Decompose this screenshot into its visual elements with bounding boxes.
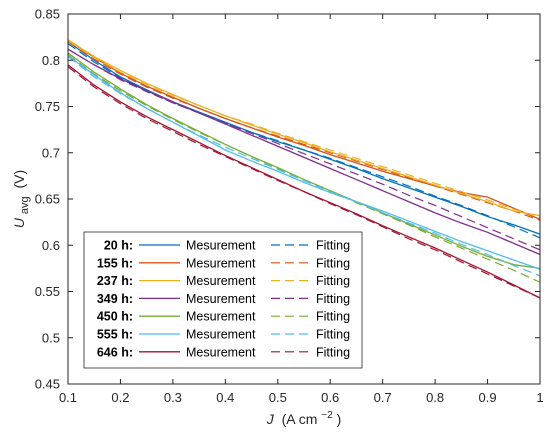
y-axis-label-var: U [11,217,27,228]
legend-fitting-label: Fitting [316,256,350,270]
series-measurement-line [67,55,541,270]
legend-measurement-label: Mesurement [186,345,256,359]
series-measurement-line [67,39,541,217]
y-axis-label-unit: (V) [11,170,27,189]
legend-fitting-label: Fitting [316,345,350,359]
x-tick-label: 0.3 [164,390,182,405]
legend-series-name: 237 h: [97,274,133,288]
series-measurement-line [67,64,541,299]
x-axis-label-var: J [266,411,275,427]
legend-fitting-label: Fitting [316,328,350,342]
legend-measurement-label: Mesurement [186,292,256,306]
x-tick-label: 0.9 [479,390,497,405]
legend-series-name: 646 h: [97,345,133,359]
x-axis-label: J (A cm −2 ) [266,405,342,427]
series-measurement-line [67,48,541,256]
x-tick-label: 0.6 [321,390,339,405]
x-tick-label: 1 [536,390,543,405]
ticks-layer: 0.1 0.2 0.3 0.4 0.5 0.6 0.7 0.8 0.9 1 0.45 0.5 0.55 0… [35,7,544,406]
x-tick-label: 0.5 [269,390,287,405]
y-tick-label: 0.8 [42,53,60,68]
x-axis-label-exponent: −2 [321,410,333,421]
y-tick-label: 0.55 [35,284,60,299]
legend-fitting-label: Fitting [316,292,350,306]
y-tick-label: 0.75 [35,99,60,114]
legend-series-name: 349 h: [97,292,133,306]
series-fitting-line [67,48,541,251]
series-measurement-line [67,52,541,270]
y-tick-label: 0.45 [35,377,60,392]
series-fitting-line [67,41,541,221]
legend-measurement-label: Mesurement [186,239,256,253]
x-tick-label: 0.7 [374,390,392,405]
legend-fitting-label: Fitting [316,239,350,253]
y-tick-label: 0.65 [35,192,60,207]
x-tick-label: 0.1 [59,390,77,405]
y-axis-label: U avg (V) [11,170,31,228]
y-tick-label: 0.85 [35,7,60,22]
x-axis-label-unit: (A cm [282,411,318,427]
legend-measurement-label: Mesurement [186,328,256,342]
series-layer [67,39,541,299]
x-tick-label: 0.4 [216,390,234,405]
legend-series-name: 155 h: [97,256,133,270]
legend-fitting-label: Fitting [316,310,350,324]
legend-box [83,231,363,369]
y-axis-label-subscript: avg [19,196,31,214]
y-tick-label: 0.6 [42,238,60,253]
legend-series-name: 20 h: [104,239,133,253]
y-tick-label: 0.5 [42,330,60,345]
x-tick-label: 0.8 [426,390,444,405]
legend-series-name: 555 h: [97,328,133,342]
legend: 20 h: Mesurement Fitting 155 h: Mesurement Fi… [83,231,363,369]
series-measurement-line [67,41,541,235]
series-measurement-line [67,39,541,220]
y-tick-label: 0.7 [42,145,60,160]
series-fitting-line [67,40,541,219]
x-tick-label: 0.2 [111,390,129,405]
legend-series-name: 450 h: [97,310,133,324]
legend-measurement-label: Mesurement [186,310,256,324]
legend-measurement-label: Mesurement [186,274,256,288]
series-fitting-line [67,56,541,277]
x-axis-label-close: ) [337,411,342,427]
legend-measurement-label: Mesurement [186,256,256,270]
legend-fitting-label: Fitting [316,274,350,288]
